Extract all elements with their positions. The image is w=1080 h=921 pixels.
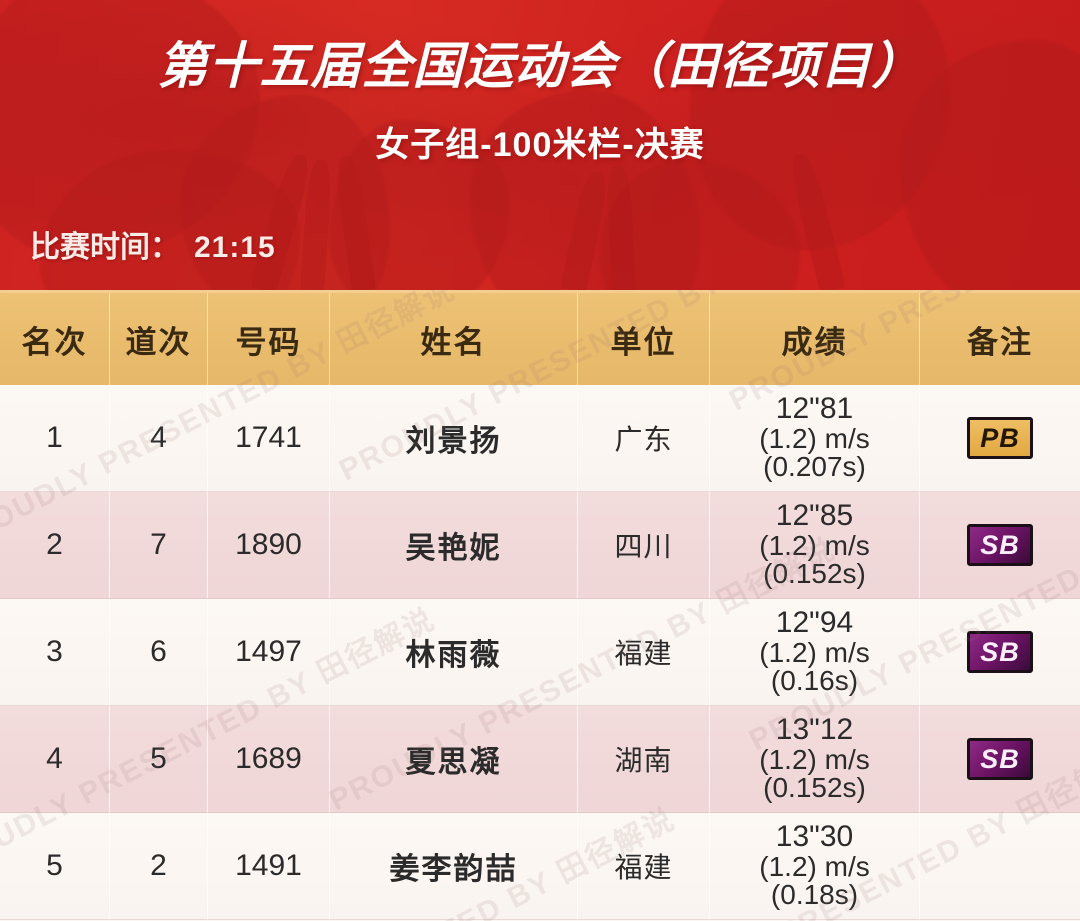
cell-name: 吴艳妮 — [330, 492, 578, 599]
athlete-unit: 福建 — [614, 638, 673, 669]
cell-result: 12"85 (1.2) m/s (0.152s) — [710, 492, 920, 599]
race-time-value: 21:15 — [194, 231, 276, 264]
cell-unit: 福建 — [578, 599, 710, 706]
result-stack: 13"30 (1.2) m/s (0.18s) — [759, 822, 869, 910]
results-table: 名次 道次 号码 姓名 单位 成绩 备注 1 4 1741 刘景扬 广东 12"… — [0, 290, 1080, 920]
athlete-name: 林雨薇 — [405, 639, 502, 672]
cell-bib: 1890 — [208, 492, 330, 599]
column-header-result: 成绩 — [710, 293, 920, 385]
table-row: 3 6 1497 林雨薇 福建 12"94 (1.2) m/s (0.16s) … — [0, 599, 1080, 706]
result-time: 12"85 — [775, 499, 854, 533]
result-time: 13"12 — [775, 713, 854, 747]
result-wind: (1.2) m/s — [759, 422, 870, 454]
cell-result: 12"81 (1.2) m/s (0.207s) — [710, 385, 920, 492]
cell-unit: 福建 — [578, 813, 710, 920]
cell-unit: 湖南 — [578, 706, 710, 813]
cell-name: 夏思凝 — [330, 706, 578, 813]
decorative-papercut-shape — [180, 95, 390, 290]
athlete-unit: 四川 — [614, 531, 673, 562]
result-reaction: (0.207s) — [763, 451, 866, 483]
decorative-papercut-shape — [330, 120, 510, 290]
cell-lane: 5 — [110, 706, 208, 813]
cell-result: 13"30 (1.2) m/s (0.18s) — [710, 813, 920, 920]
event-subtitle: 女子组-100米栏-决赛 — [375, 126, 705, 164]
result-reaction: (0.16s) — [770, 665, 859, 697]
result-stack: 12"81 (1.2) m/s (0.207s) — [759, 394, 869, 482]
table-row: 4 5 1689 夏思凝 湖南 13"12 (1.2) m/s (0.152s)… — [0, 706, 1080, 813]
result-reaction: (0.18s) — [770, 879, 859, 911]
result-wind: (1.2) m/s — [759, 636, 870, 668]
athlete-name: 夏思凝 — [405, 746, 502, 779]
race-time: 比赛时间： 21:15 — [30, 222, 276, 266]
cell-result: 12"94 (1.2) m/s (0.16s) — [710, 599, 920, 706]
cell-unit: 四川 — [578, 492, 710, 599]
race-time-label: 比赛时间： — [30, 231, 180, 264]
cell-note: SB — [920, 492, 1080, 599]
column-header-unit: 单位 — [578, 293, 710, 385]
result-time: 12"94 — [775, 606, 854, 640]
column-header-bib: 号码 — [208, 293, 330, 385]
result-wind: (1.2) m/s — [759, 529, 870, 561]
cell-lane: 6 — [110, 599, 208, 706]
table-row: 2 7 1890 吴艳妮 四川 12"85 (1.2) m/s (0.152s)… — [0, 492, 1080, 599]
cell-rank: 4 — [0, 706, 110, 813]
cell-rank: 3 — [0, 599, 110, 706]
cell-rank: 1 — [0, 385, 110, 492]
cell-name: 刘景扬 — [330, 385, 578, 492]
status-badge-sb: SB — [967, 524, 1033, 566]
result-time: 12"81 — [775, 392, 854, 426]
result-wind: (1.2) m/s — [759, 850, 870, 882]
table-header-row: 名次 道次 号码 姓名 单位 成绩 备注 — [0, 290, 1080, 385]
event-title: 第十五届全国运动会（田径项目） — [157, 38, 923, 94]
cell-rank: 2 — [0, 492, 110, 599]
cell-note: SB — [920, 706, 1080, 813]
column-header-name: 姓名 — [330, 293, 578, 385]
cell-unit: 广东 — [578, 385, 710, 492]
athlete-unit: 福建 — [614, 852, 673, 883]
cell-bib: 1491 — [208, 813, 330, 920]
cell-lane: 7 — [110, 492, 208, 599]
cell-note: PB — [920, 385, 1080, 492]
cell-bib: 1689 — [208, 706, 330, 813]
result-stack: 12"85 (1.2) m/s (0.152s) — [759, 501, 869, 589]
status-badge-sb: SB — [967, 631, 1033, 673]
cell-name: 林雨薇 — [330, 599, 578, 706]
cell-lane: 2 — [110, 813, 208, 920]
column-header-rank: 名次 — [0, 293, 110, 385]
cell-note — [920, 813, 1080, 920]
result-reaction: (0.152s) — [763, 558, 866, 590]
athlete-unit: 广东 — [614, 424, 673, 455]
cell-result: 13"12 (1.2) m/s (0.152s) — [710, 706, 920, 813]
table-row: 5 2 1491 姜李韵喆 福建 13"30 (1.2) m/s (0.18s) — [0, 813, 1080, 920]
column-header-note: 备注 — [967, 324, 1033, 360]
cell-bib: 1497 — [208, 599, 330, 706]
athlete-unit: 湖南 — [614, 745, 673, 776]
cell-name: 姜李韵喆 — [330, 813, 578, 920]
table-row: 1 4 1741 刘景扬 广东 12"81 (1.2) m/s (0.207s)… — [0, 385, 1080, 492]
event-banner: 第十五届全国运动会（田径项目） 女子组-100米栏-决赛 比赛时间： 21:15 — [0, 0, 1080, 290]
cell-bib: 1741 — [208, 385, 330, 492]
result-time: 13"30 — [775, 820, 854, 854]
result-stack: 13"12 (1.2) m/s (0.152s) — [759, 715, 869, 803]
cell-rank: 5 — [0, 813, 110, 920]
cell-lane: 4 — [110, 385, 208, 492]
status-badge-pb: PB — [967, 417, 1033, 459]
result-reaction: (0.152s) — [763, 772, 866, 804]
column-header-lane: 道次 — [110, 293, 208, 385]
status-badge-sb: SB — [967, 738, 1033, 780]
result-stack: 12"94 (1.2) m/s (0.16s) — [759, 608, 869, 696]
athlete-name: 吴艳妮 — [405, 532, 502, 565]
cell-note: SB — [920, 599, 1080, 706]
athlete-name: 刘景扬 — [405, 425, 502, 458]
athlete-name: 姜李韵喆 — [389, 853, 518, 886]
result-wind: (1.2) m/s — [759, 743, 870, 775]
